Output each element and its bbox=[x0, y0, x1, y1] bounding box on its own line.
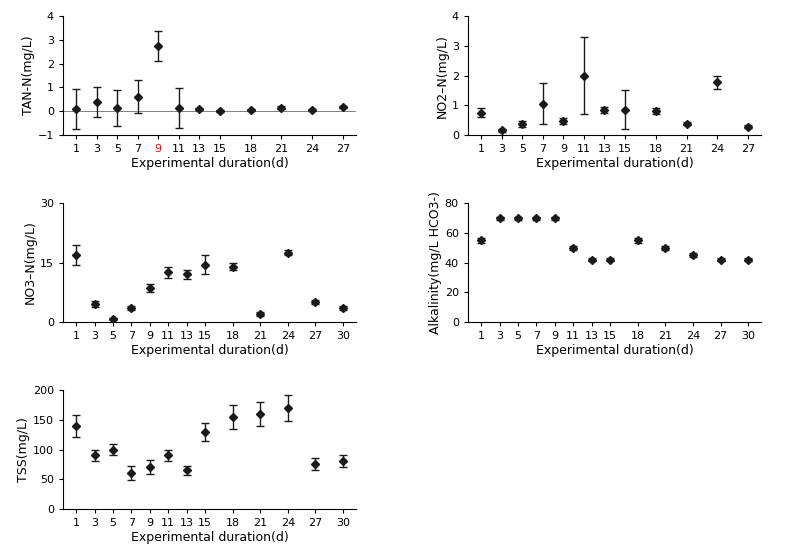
X-axis label: Experimental duration(d): Experimental duration(d) bbox=[130, 344, 288, 357]
Y-axis label: TAN-N(mg/L): TAN-N(mg/L) bbox=[22, 36, 35, 115]
X-axis label: Experimental duration(d): Experimental duration(d) bbox=[536, 156, 694, 170]
X-axis label: Experimental duration(d): Experimental duration(d) bbox=[130, 531, 288, 544]
X-axis label: Experimental duration(d): Experimental duration(d) bbox=[130, 156, 288, 170]
Y-axis label: NO2–N(mg/L): NO2–N(mg/L) bbox=[436, 34, 449, 118]
Y-axis label: Alkalinity(mg/L HCO3-): Alkalinity(mg/L HCO3-) bbox=[429, 191, 442, 334]
Y-axis label: TSS(mg/L): TSS(mg/L) bbox=[16, 417, 30, 482]
Y-axis label: NO3–N(mg/L): NO3–N(mg/L) bbox=[24, 220, 37, 305]
X-axis label: Experimental duration(d): Experimental duration(d) bbox=[536, 344, 694, 357]
